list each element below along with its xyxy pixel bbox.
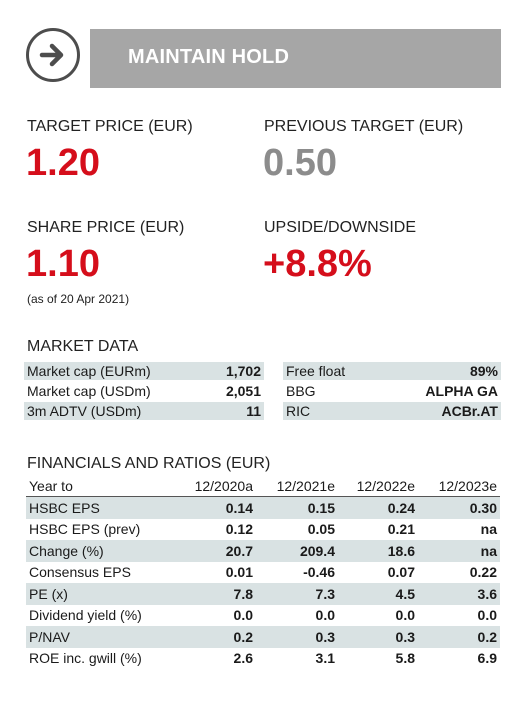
target-price-value: 1.20 xyxy=(26,142,100,184)
table-cell: 7.3 xyxy=(256,583,338,605)
table-row: Dividend yield (%) 0.0 0.0 0.0 0.0 xyxy=(26,605,500,627)
market-data-label: Market cap (USDm) xyxy=(27,383,151,399)
table-cell: 6.9 xyxy=(477,650,497,667)
table-cell: 0.3 xyxy=(256,626,338,648)
table-cell: 2.6 xyxy=(233,650,253,667)
market-data-value: 1,702 xyxy=(206,362,264,380)
market-data-value: ALPHA GA xyxy=(425,383,498,399)
market-data-row: RIC ACBr.AT xyxy=(283,402,501,420)
table-cell: 0.07 xyxy=(387,564,415,581)
financials-title: FINANCIALS AND RATIOS (EUR) xyxy=(27,455,271,472)
table-cell: 0.01 xyxy=(225,564,253,581)
table-cell: 20.7 xyxy=(174,540,256,562)
table-row: HSBC EPS (prev) 0.12 0.05 0.21 na xyxy=(26,519,500,541)
table-row: HSBC EPS 0.14 0.15 0.24 0.30 xyxy=(26,496,500,519)
financials-header-cell: 12/2023e xyxy=(418,476,500,497)
rating-label: MAINTAIN HOLD xyxy=(128,46,290,68)
table-cell: -0.46 xyxy=(303,564,335,581)
table-cell: 0.22 xyxy=(469,564,497,581)
table-cell: 0.3 xyxy=(338,626,418,648)
upside-value: +8.8% xyxy=(263,243,372,285)
market-data-value: 2,051 xyxy=(225,383,261,399)
table-cell: 0.0 xyxy=(233,607,253,624)
market-data-label: RIC xyxy=(283,402,382,420)
table-cell: 0.24 xyxy=(338,496,418,519)
financials-header-row: Year to 12/2020a 12/2021e 12/2022e 12/20… xyxy=(26,476,500,497)
market-data-row: Free float 89% xyxy=(283,362,501,380)
financials-table: Year to 12/2020a 12/2021e 12/2022e 12/20… xyxy=(26,476,500,669)
table-row: Change (%) 20.7 209.4 18.6 na xyxy=(26,540,500,562)
table-row: PE (x) 7.8 7.3 4.5 3.6 xyxy=(26,583,500,605)
row-label: HSBC EPS (prev) xyxy=(29,521,141,538)
row-label: PE (x) xyxy=(26,583,174,605)
table-cell: 0.21 xyxy=(387,521,415,538)
share-price-value: 1.10 xyxy=(26,243,100,285)
market-data-row: Market cap (EURm) 1,702 xyxy=(24,362,264,380)
right-arrow-icon xyxy=(39,43,64,67)
row-label: Change (%) xyxy=(26,540,174,562)
table-cell: na xyxy=(418,540,500,562)
table-cell: 4.5 xyxy=(338,583,418,605)
table-cell: 18.6 xyxy=(338,540,418,562)
previous-target-value: 0.50 xyxy=(263,142,337,184)
financials-header-cell: Year to xyxy=(26,476,174,497)
previous-target-label: PREVIOUS TARGET (EUR) xyxy=(264,118,464,135)
table-row: Consensus EPS 0.01 -0.46 0.07 0.22 xyxy=(26,562,500,584)
market-data-title: MARKET DATA xyxy=(27,338,139,355)
share-price-label: SHARE PRICE (EUR) xyxy=(27,219,185,236)
financials-header-cell: 12/2022e xyxy=(338,476,418,497)
rating-circle xyxy=(26,28,80,82)
market-data-left-table: Market cap (EURm) 1,702 Market cap (USDm… xyxy=(24,360,264,422)
financials-header-cell: 12/2020a xyxy=(174,476,256,497)
market-data-value: 11 xyxy=(206,402,264,420)
row-label: Dividend yield (%) xyxy=(29,607,142,624)
table-cell: 0.0 xyxy=(395,607,415,624)
table-cell: 0.15 xyxy=(256,496,338,519)
table-cell: 0.0 xyxy=(477,607,497,624)
table-cell: 5.8 xyxy=(395,650,415,667)
table-cell: 209.4 xyxy=(256,540,338,562)
table-cell: 0.2 xyxy=(418,626,500,648)
market-data-label: 3m ADTV (USDm) xyxy=(24,402,207,420)
table-cell: 0.0 xyxy=(315,607,335,624)
upside-label: UPSIDE/DOWNSIDE xyxy=(264,219,417,236)
financials-header-cell: 12/2021e xyxy=(256,476,338,497)
market-data-value: 89% xyxy=(381,362,501,380)
table-row: ROE inc. gwill (%) 2.6 3.1 5.8 6.9 xyxy=(26,648,500,670)
row-label: HSBC EPS xyxy=(26,496,174,519)
market-data-row: Market cap (USDm) 2,051 xyxy=(24,382,264,400)
row-label: ROE inc. gwill (%) xyxy=(29,650,142,667)
table-cell: 0.14 xyxy=(174,496,256,519)
table-cell: na xyxy=(480,521,497,538)
table-cell: 0.12 xyxy=(225,521,253,538)
table-cell: 0.2 xyxy=(174,626,256,648)
table-cell: 3.6 xyxy=(418,583,500,605)
table-row: P/NAV 0.2 0.3 0.3 0.2 xyxy=(26,626,500,648)
rating-bar: MAINTAIN HOLD xyxy=(90,29,501,88)
rating-banner: MAINTAIN HOLD xyxy=(26,28,501,88)
row-label: Consensus EPS xyxy=(29,564,131,581)
market-data-row: 3m ADTV (USDm) 11 xyxy=(24,402,264,420)
market-data-row: BBG ALPHA GA xyxy=(283,382,501,400)
market-data-label: BBG xyxy=(286,383,316,399)
market-data-label: Free float xyxy=(283,362,382,380)
target-price-label: TARGET PRICE (EUR) xyxy=(27,118,193,135)
row-label: P/NAV xyxy=(26,626,174,648)
market-data-right-table: Free float 89% BBG ALPHA GA RIC ACBr.AT xyxy=(283,360,501,422)
table-cell: 0.30 xyxy=(418,496,500,519)
table-cell: 0.05 xyxy=(307,521,335,538)
table-cell: 7.8 xyxy=(174,583,256,605)
share-price-date: (as of 20 Apr 2021) xyxy=(27,292,130,306)
market-data-value: ACBr.AT xyxy=(381,402,501,420)
market-data-label: Market cap (EURm) xyxy=(24,362,207,380)
table-cell: 3.1 xyxy=(315,650,335,667)
